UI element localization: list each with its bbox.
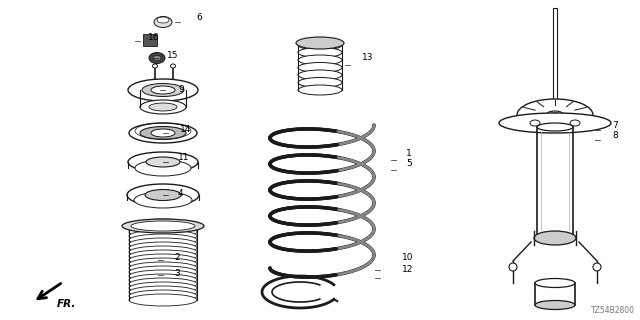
Ellipse shape xyxy=(129,262,197,274)
Ellipse shape xyxy=(128,152,198,172)
Ellipse shape xyxy=(129,270,197,282)
Ellipse shape xyxy=(129,246,197,258)
Ellipse shape xyxy=(298,70,342,80)
Bar xyxy=(143,34,157,46)
Ellipse shape xyxy=(127,184,199,206)
Ellipse shape xyxy=(149,103,177,111)
Text: TZ54B2800: TZ54B2800 xyxy=(591,306,635,315)
Text: 15: 15 xyxy=(167,52,179,60)
Ellipse shape xyxy=(534,231,576,245)
Ellipse shape xyxy=(129,274,197,286)
Text: 16: 16 xyxy=(148,34,159,43)
Ellipse shape xyxy=(149,52,165,63)
Ellipse shape xyxy=(298,85,342,95)
Ellipse shape xyxy=(298,62,342,73)
Ellipse shape xyxy=(535,278,575,287)
Text: 6: 6 xyxy=(196,13,202,22)
Ellipse shape xyxy=(129,238,197,250)
Ellipse shape xyxy=(129,250,197,262)
Text: 2: 2 xyxy=(174,253,180,262)
Ellipse shape xyxy=(298,55,342,65)
Ellipse shape xyxy=(140,126,186,140)
Ellipse shape xyxy=(153,55,161,60)
Text: 8: 8 xyxy=(612,131,618,140)
Ellipse shape xyxy=(593,263,601,271)
Text: 4: 4 xyxy=(178,188,184,197)
Ellipse shape xyxy=(298,77,342,87)
Ellipse shape xyxy=(517,99,593,131)
Ellipse shape xyxy=(129,282,197,294)
Text: 9: 9 xyxy=(178,84,184,93)
Ellipse shape xyxy=(546,111,564,119)
Text: 7: 7 xyxy=(612,121,618,130)
Ellipse shape xyxy=(129,290,197,302)
Ellipse shape xyxy=(129,266,197,278)
Ellipse shape xyxy=(509,263,517,271)
Ellipse shape xyxy=(170,64,175,68)
Ellipse shape xyxy=(550,113,560,117)
Ellipse shape xyxy=(134,192,192,208)
Ellipse shape xyxy=(296,37,344,49)
Ellipse shape xyxy=(129,230,197,242)
Text: 3: 3 xyxy=(174,268,180,277)
Text: 14: 14 xyxy=(180,125,191,134)
Text: 12: 12 xyxy=(402,266,413,275)
Ellipse shape xyxy=(537,123,573,131)
Ellipse shape xyxy=(535,300,575,309)
Text: 11: 11 xyxy=(178,154,189,163)
Ellipse shape xyxy=(129,286,197,298)
Text: 10: 10 xyxy=(402,253,413,262)
Ellipse shape xyxy=(298,47,342,58)
Ellipse shape xyxy=(145,189,181,201)
Ellipse shape xyxy=(129,258,197,270)
Text: 13: 13 xyxy=(362,53,374,62)
Ellipse shape xyxy=(129,242,197,254)
Ellipse shape xyxy=(129,234,197,246)
Ellipse shape xyxy=(129,294,197,306)
Ellipse shape xyxy=(140,100,186,114)
Ellipse shape xyxy=(499,113,611,133)
Ellipse shape xyxy=(152,64,157,68)
Text: FR.: FR. xyxy=(57,299,76,309)
Ellipse shape xyxy=(128,79,198,101)
Bar xyxy=(553,8,557,110)
Ellipse shape xyxy=(154,17,172,28)
Ellipse shape xyxy=(151,86,175,94)
Ellipse shape xyxy=(129,278,197,290)
Ellipse shape xyxy=(151,129,175,137)
Ellipse shape xyxy=(131,221,195,231)
Ellipse shape xyxy=(135,160,191,176)
Ellipse shape xyxy=(122,219,204,233)
Ellipse shape xyxy=(129,226,197,238)
Ellipse shape xyxy=(129,219,197,237)
Ellipse shape xyxy=(298,40,342,50)
Ellipse shape xyxy=(142,84,184,97)
Ellipse shape xyxy=(157,17,169,23)
Text: 5: 5 xyxy=(406,158,412,167)
Ellipse shape xyxy=(129,254,197,266)
Ellipse shape xyxy=(146,157,180,167)
Ellipse shape xyxy=(129,123,197,143)
Text: 1: 1 xyxy=(406,148,412,157)
